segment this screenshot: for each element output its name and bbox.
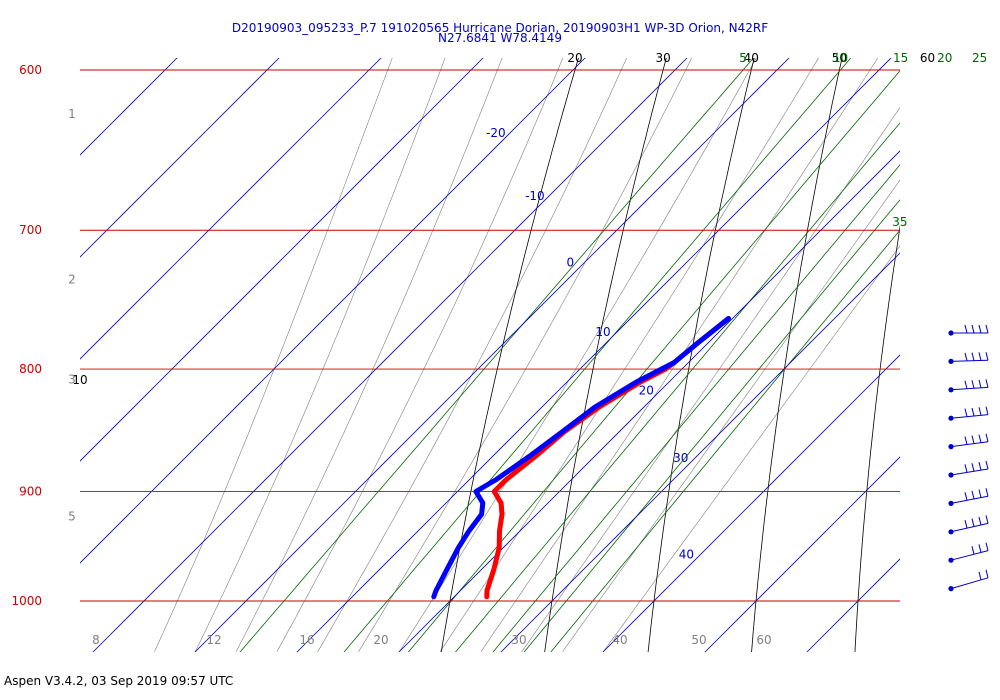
- isotherm-line: [806, 558, 900, 652]
- chart-title-line2: N27.6841 W78.4149: [438, 31, 562, 45]
- dry-adiabat-label: 30: [655, 51, 670, 65]
- isotherm-label: 20: [639, 384, 654, 398]
- isotherm-line: [500, 252, 900, 652]
- moist-adiabat-line: [358, 58, 693, 652]
- mixing-ratio-label: 20: [937, 51, 952, 65]
- mixing-ratio-label: 25: [972, 51, 987, 65]
- wind-barb: [948, 460, 989, 478]
- isotherm-label: 0: [566, 256, 574, 270]
- footer-version: Aspen V3.4.2, 03 Sep 2019 09:57 UTC: [4, 674, 234, 688]
- moist-adiabat-line: [235, 58, 503, 652]
- bottom-label: 12: [206, 633, 221, 647]
- pressure-label: 1000: [11, 594, 42, 608]
- dry-adiabat-label: 20: [567, 51, 582, 65]
- height-label: 3: [68, 372, 76, 386]
- isotherm-label: 40: [679, 548, 694, 562]
- dry-adiabat-label: 60: [920, 51, 935, 65]
- pressure-label: 800: [19, 362, 42, 376]
- wind-barb: [948, 324, 989, 336]
- isotherm-label: -20: [486, 126, 506, 140]
- moist-adiabat-line: [603, 245, 900, 652]
- bottom-label: 8: [92, 633, 100, 647]
- grid-layer: [80, 58, 900, 652]
- height-label: 1: [68, 107, 76, 121]
- moist-adiabat-line: [521, 106, 900, 652]
- wind-barb: [948, 488, 989, 506]
- dry-adiabat-line: [440, 58, 579, 652]
- chart-title-line1: D20190903_095233_P.7 191020565 Hurricane…: [232, 21, 768, 35]
- isotherm-line: [602, 354, 900, 652]
- isotherm-label: 10: [595, 325, 610, 339]
- mixing-ratio-line: [523, 199, 900, 652]
- bottom-label: 16: [299, 633, 314, 647]
- height-label: 2: [68, 273, 76, 287]
- mixing-ratio-line: [239, 58, 754, 652]
- wind-barb: [948, 433, 989, 450]
- dry-adiabat-line: [544, 58, 667, 652]
- moist-adiabat-line: [276, 58, 564, 652]
- moist-adiabat-line: [562, 179, 900, 652]
- mixing-ratio-label: 10: [833, 51, 848, 65]
- bottom-label: 20: [373, 633, 388, 647]
- dry-adiabat-side-label: 10: [72, 373, 87, 387]
- wind-barb: [948, 379, 989, 393]
- mixing-ratio-line: [492, 164, 900, 652]
- dry-adiabat-line: [647, 58, 755, 652]
- bottom-label: 50: [691, 633, 706, 647]
- mixing-ratio-label: 5: [739, 51, 747, 65]
- moist-adiabat-line: [399, 58, 757, 652]
- isotherm-line: [80, 58, 586, 564]
- bottom-label: 60: [756, 633, 771, 647]
- moist-adiabat-line: [195, 58, 446, 652]
- pressure-label: 700: [19, 223, 42, 237]
- isotherm-line: [80, 58, 382, 360]
- pressure-label: 600: [19, 63, 42, 77]
- wind-barb: [948, 515, 989, 535]
- mixing-ratio-line: [343, 58, 852, 652]
- isotherm-line: [80, 58, 280, 258]
- isotherm-line: [194, 58, 790, 652]
- dry-adiabat-label: 50: [832, 51, 847, 65]
- isotherm-line: [398, 150, 900, 652]
- bottom-label: 40: [612, 633, 627, 647]
- isotherm-line: [80, 58, 484, 462]
- dry-adiabat-line: [854, 224, 900, 652]
- wind-barb: [948, 542, 989, 563]
- height-label: 5: [68, 510, 76, 524]
- wind-barb: [948, 569, 989, 592]
- mixing-ratio-line: [550, 229, 900, 652]
- isotherm-line: [80, 58, 178, 156]
- profile-layer: [431, 316, 731, 600]
- wind-barbs: [948, 324, 989, 592]
- pressure-label: 900: [19, 484, 42, 498]
- mixing-ratio-line: [407, 70, 900, 652]
- mixing-ratio-line: [455, 122, 900, 652]
- isotherm-label: -10: [525, 189, 545, 203]
- isotherm-line: [704, 456, 900, 652]
- bottom-label: 30: [511, 633, 526, 647]
- dewpoint-profile-line: [431, 316, 731, 600]
- mixing-ratio-label: 15: [893, 51, 908, 65]
- isotherm-label: 30: [673, 451, 688, 465]
- dry-adiabat-line: [751, 58, 843, 652]
- isotherm-line: [296, 58, 892, 652]
- dry-adiabat-label: 40: [744, 51, 759, 65]
- wind-barb: [948, 352, 989, 364]
- wind-barb: [948, 406, 989, 421]
- isotherm-line: [92, 58, 688, 652]
- mixing-ratio-label: 35: [892, 215, 907, 229]
- moist-adiabat-line: [154, 58, 393, 652]
